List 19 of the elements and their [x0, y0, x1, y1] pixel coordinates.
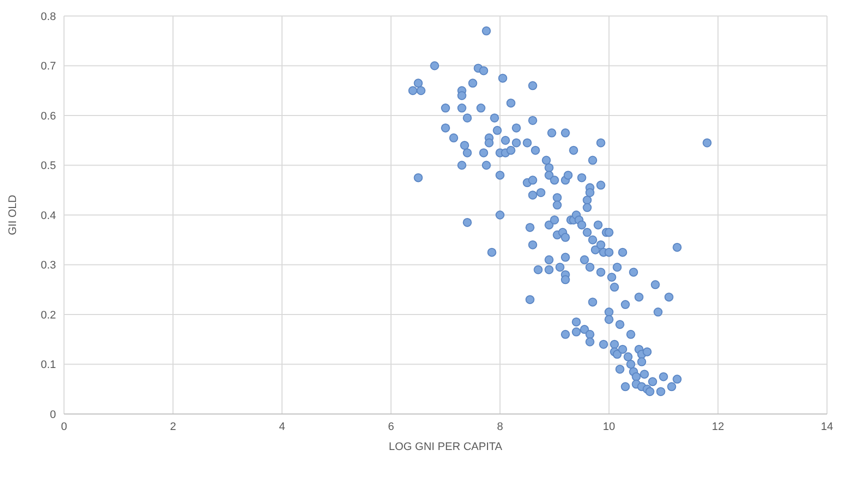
- x-tick-label: 0: [60, 420, 68, 433]
- y-tick-label: 0.2: [40, 309, 56, 322]
- y-tick-label: 0.8: [40, 10, 56, 23]
- y-axis-title: GII OLD: [6, 194, 19, 236]
- y-tick-label: 0.1: [40, 359, 56, 372]
- y-tick-label: 0.6: [40, 110, 56, 122]
- y-tick-label: 0.3: [40, 260, 56, 272]
- x-tick-label: 14: [820, 420, 834, 433]
- x-tick-label: 4: [278, 420, 286, 433]
- x-tick-label: 10: [602, 420, 616, 433]
- x-tick-label: 8: [496, 420, 504, 433]
- y-tick-label: 0.4: [40, 210, 56, 222]
- y-tick-label: 0: [50, 408, 56, 421]
- x-tick-label: 2: [170, 420, 176, 433]
- x-axis-title: LOG GNI PER CAPITA: [388, 441, 503, 453]
- y-tick-label: 0.7: [40, 60, 56, 73]
- y-tick-label: 0.5: [40, 160, 56, 172]
- x-tick-label: 6: [388, 420, 394, 433]
- x-tick-label: 12: [712, 420, 724, 433]
